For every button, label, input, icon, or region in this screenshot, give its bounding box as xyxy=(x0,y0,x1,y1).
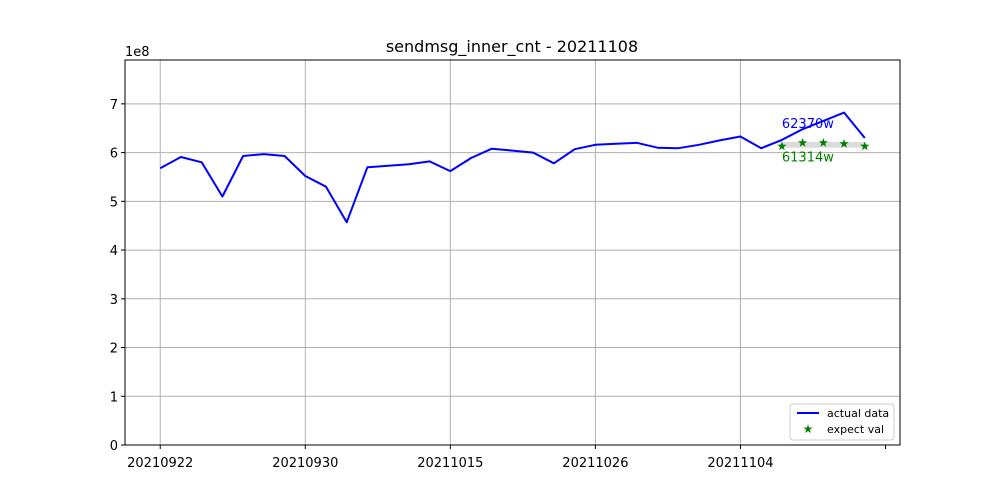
y-tick-label: 6 xyxy=(110,147,118,162)
y-tick-label: 1 xyxy=(110,390,118,405)
x-tick-label: 20210930 xyxy=(272,456,338,471)
y-tick-label: 2 xyxy=(110,342,118,357)
x-tick-label: 20211104 xyxy=(707,456,773,471)
y-tick-label: 4 xyxy=(110,244,118,259)
expect-val-point xyxy=(777,141,787,151)
series-line-actual-data xyxy=(159,111,866,224)
legend-actual-label: actual data xyxy=(827,407,889,420)
y-offset-label: 1e8 xyxy=(125,45,150,60)
grid xyxy=(125,60,900,446)
value-annotation: 62370w xyxy=(782,117,834,132)
expect-val-point xyxy=(860,141,870,151)
y-tick-label: 7 xyxy=(110,98,118,113)
x-axis: 20210922 20210930 20211015 20211026 20211104 xyxy=(127,445,886,471)
chart-title: sendmsg_inner_cnt - 20211108 xyxy=(386,37,638,57)
expect-val-point xyxy=(818,138,828,147)
value-annotation: 61314w xyxy=(782,150,834,165)
expect-val-point xyxy=(798,138,808,147)
y-tick-label: 5 xyxy=(110,195,118,210)
x-tick-label: 20211026 xyxy=(562,456,628,471)
x-tick-label: 20211015 xyxy=(417,456,483,471)
expect-val-point xyxy=(839,139,849,148)
legend: actual data ★ expect val xyxy=(789,403,895,441)
y-tick-label: 3 xyxy=(110,293,118,308)
legend-expect-marker: ★ xyxy=(803,422,814,436)
plot-frame xyxy=(124,59,901,446)
y-axis: 0 1 2 3 4 5 6 7 xyxy=(110,98,125,454)
legend-expect-label: expect val xyxy=(827,423,884,436)
annotations: 62370w 61314w xyxy=(782,117,834,165)
x-tick-label: 20210922 xyxy=(127,456,193,471)
y-tick-label: 0 xyxy=(110,439,118,454)
series xyxy=(159,111,870,224)
